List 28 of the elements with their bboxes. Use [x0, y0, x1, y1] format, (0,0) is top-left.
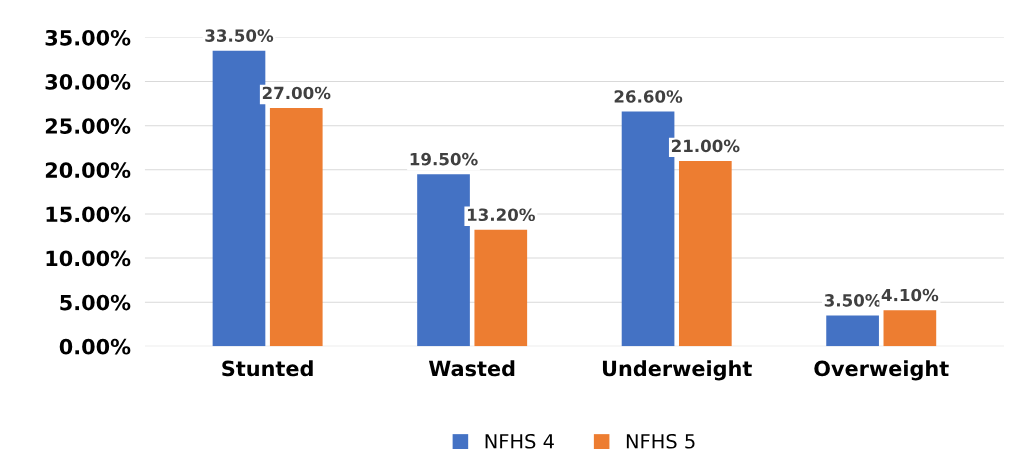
legend-label: NFHS 4 — [485, 433, 554, 449]
y-tick-label: 10.00% — [46, 250, 131, 267]
y-tick-label: 25.00% — [45, 118, 131, 134]
bar — [883, 310, 937, 347]
bar — [417, 174, 470, 347]
bar — [826, 315, 879, 347]
bar — [474, 229, 528, 347]
data-label: 21.00% — [671, 139, 740, 153]
y-tick-label: 15.00% — [46, 206, 131, 223]
y-tick-label: 20.00% — [45, 162, 131, 179]
x-tick-label: Wasted — [428, 360, 515, 377]
bar — [678, 160, 732, 347]
data-label: 4.10% — [881, 288, 939, 302]
data-label: 27.00% — [262, 86, 331, 100]
y-tick-label: 35.00% — [45, 29, 131, 46]
data-label: 26.60% — [614, 90, 683, 103]
y-tick-label: 0.00% — [59, 338, 131, 355]
y-tick-label: 5.00% — [60, 294, 131, 311]
data-label: 13.20% — [467, 208, 535, 222]
legend-label: NFHS 5 — [626, 433, 695, 449]
data-label: 19.50% — [410, 152, 478, 166]
x-tick-label: Underweight — [602, 360, 752, 381]
y-tick-label: 30.00% — [45, 74, 131, 90]
x-tick-label: Stunted — [222, 360, 313, 377]
bar — [269, 108, 323, 347]
x-tick-label: Overweight — [814, 360, 949, 381]
data-label: 33.50% — [205, 29, 274, 42]
data-label: 3.50% — [824, 294, 881, 307]
